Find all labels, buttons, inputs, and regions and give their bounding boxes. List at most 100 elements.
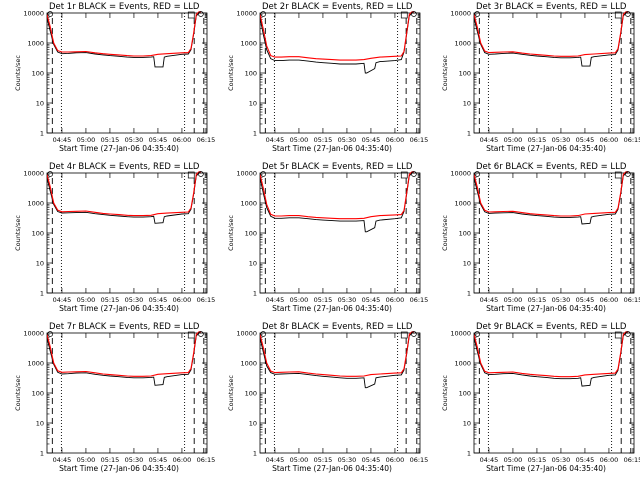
events-series-line [473,332,628,387]
panel-det7r: Det 7r BLACK = Events, RED = LLD 1 10 100 10… [0,320,215,480]
chart-title: Det 3r BLACK = Events, RED = LLD [476,2,627,12]
square-marker [614,171,622,179]
circle-marker [260,331,267,337]
x-tick-label: 06:15 [410,456,429,464]
panel-det6r: Det 6r BLACK = Events, RED = LLD 1 10 100 10… [427,160,640,320]
chart-svg-det2r: Det 2r BLACK = Events, RED = LLD 1 10 100 10… [227,2,428,153]
x-tick-label: 05:00 [77,456,96,464]
x-axis-label: Start Time (27-Jan-06 04:35:40) [272,144,392,153]
square-marker [614,331,622,339]
panel-det9r: Det 9r BLACK = Events, RED = LLD 1 10 100 10… [427,320,640,480]
y-tick-label: 1 [40,449,44,457]
events-series-line [47,332,202,386]
x-tick-label: 05:45 [149,456,168,464]
plot-area [473,171,631,293]
circle-marker [474,171,480,177]
y-tick-label: 100 [245,229,257,237]
circle-marker [624,11,631,17]
x-tick-label: 05:15 [314,296,333,304]
y-axis-label: Counts/sec [14,215,22,251]
plot-frame [46,172,208,294]
y-tick-label: 100 [32,229,44,237]
square-marker [187,331,195,339]
x-tick-label: 06:15 [410,296,429,304]
x-tick-label: 05:00 [290,296,309,304]
y-tick-label: 10000 [23,329,44,337]
y-tick-label: 100 [32,69,44,77]
x-tick-label: 04:45 [266,296,285,304]
x-axis-label: Start Time (27-Jan-06 04:35:40) [486,304,606,313]
lld-series-line [473,11,628,57]
x-tick-label: 06:00 [599,296,618,304]
panel-det4r: Det 4r BLACK = Events, RED = LLD 1 10 100 10… [0,160,216,320]
x-tick-label: 05:45 [149,296,168,304]
square-marker [401,171,408,179]
x-tick-label: 05:00 [503,456,522,464]
x-tick-label: 06:15 [197,296,216,304]
chart-title: Det 9r BLACK = Events, RED = LLD [476,322,627,332]
plot-frame [473,172,635,294]
x-tick-label: 05:30 [551,296,570,304]
events-series-line [260,332,415,389]
x-tick-label: 04:45 [479,296,498,304]
plot-frame [46,12,208,134]
y-axis-label: Counts/sec [441,375,449,411]
x-tick-label: 06:00 [386,456,405,464]
y-tick-label: 10000 [23,169,44,177]
chart-svg-det4r: Det 4r BLACK = Events, RED = LLD 1 10 100 10… [14,162,216,313]
y-tick-label: 100 [245,69,257,77]
panel-det1r: Det 1r BLACK = Events, RED = LLD 1 10 100 10… [0,0,215,160]
x-tick-label: 05:45 [575,456,594,464]
plot-area [260,331,418,453]
y-tick-label: 10 [249,99,257,107]
y-tick-label: 1000 [241,39,258,47]
x-tick-label: 05:15 [101,136,120,144]
x-tick-label: 04:45 [479,456,498,464]
y-tick-label: 100 [245,389,257,397]
x-tick-label: 05:00 [77,296,96,304]
y-tick-label: 10 [36,419,44,427]
circle-marker [411,171,418,177]
circle-marker [198,331,204,337]
x-tick-label: 05:30 [125,296,144,304]
y-tick-label: 10 [249,419,257,427]
x-axis-label: Start Time (27-Jan-06 04:35:40) [59,144,179,153]
x-tick-label: 05:45 [149,136,168,144]
y-tick-label: 10000 [23,9,44,17]
chart-title: Det 7r BLACK = Events, RED = LLD [49,322,200,332]
circle-marker [47,171,54,177]
y-tick-label: 1000 [241,199,258,207]
x-tick-label: 06:15 [623,296,640,304]
y-tick-label: 1000 [27,359,44,367]
x-tick-label: 05:45 [575,136,594,144]
y-tick-label: 1 [40,129,44,137]
plot-area [260,171,418,293]
y-tick-label: 1000 [454,359,471,367]
x-axis-label: Start Time (27-Jan-06 04:35:40) [486,144,606,153]
square-marker [401,11,408,19]
x-tick-label: 04:45 [53,136,72,144]
plot-frame [259,12,421,134]
chart-svg-det5r: Det 5r BLACK = Events, RED = LLD 1 10 100 10… [227,162,429,313]
y-tick-label: 1000 [454,39,471,47]
x-tick-label: 05:00 [77,136,96,144]
circle-marker [624,171,631,177]
x-tick-label: 06:00 [599,136,618,144]
x-tick-label: 05:30 [125,136,144,144]
x-tick-label: 05:00 [503,296,522,304]
x-tick-label: 05:30 [551,136,570,144]
y-tick-label: 100 [458,69,470,77]
plot-frame [259,332,421,454]
y-axis-label: Counts/sec [14,375,22,411]
lld-series-line [47,11,202,57]
x-axis-label: Start Time (27-Jan-06 04:35:40) [59,304,179,313]
panel-det3r: Det 3r BLACK = Events, RED = LLD 1 10 100 10… [427,0,640,160]
plot-area [260,11,418,133]
chart-svg-det8r: Det 8r BLACK = Events, RED = LLD 1 10 100 10… [227,322,429,473]
plot-area [473,11,631,133]
x-tick-label: 06:15 [623,136,640,144]
lld-series-line [260,331,415,377]
y-tick-label: 100 [458,389,470,397]
plot-frame [46,332,208,454]
y-tick-label: 10 [36,99,44,107]
